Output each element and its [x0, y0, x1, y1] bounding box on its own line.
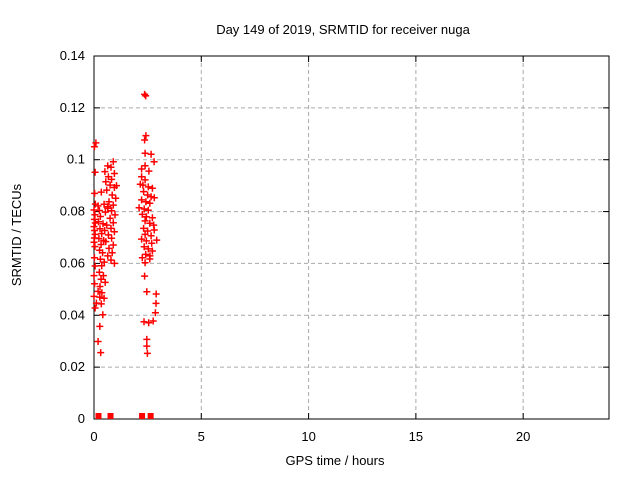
zero-cluster-marker — [107, 413, 114, 419]
x-tick-label: 20 — [516, 429, 530, 444]
y-tick-label: 0 — [78, 411, 85, 426]
plot-border — [93, 55, 610, 420]
y-tick-label: 0.14 — [60, 48, 85, 63]
zero-cluster-marker — [147, 413, 154, 419]
y-tick-label: 0.1 — [67, 152, 85, 167]
x-tick-label: 0 — [90, 429, 97, 444]
x-tick-label: 10 — [301, 429, 315, 444]
x-tick-label: 5 — [198, 429, 205, 444]
y-tick-label: 0.12 — [60, 100, 85, 115]
y-tick-label: 0.04 — [60, 307, 85, 322]
x-axis-label: GPS time / hours — [285, 453, 385, 468]
x-tick-label: 15 — [409, 429, 423, 444]
zero-cluster-marker — [95, 413, 102, 419]
y-tick-label: 0.08 — [60, 204, 85, 219]
zero-cluster-marker — [139, 413, 146, 419]
data-points — [90, 90, 161, 357]
y-tick-label: 0.06 — [60, 255, 85, 270]
y-tick-label: 0.02 — [60, 359, 85, 374]
chart-title: Day 149 of 2019, SRMTID for receiver nug… — [216, 22, 470, 37]
